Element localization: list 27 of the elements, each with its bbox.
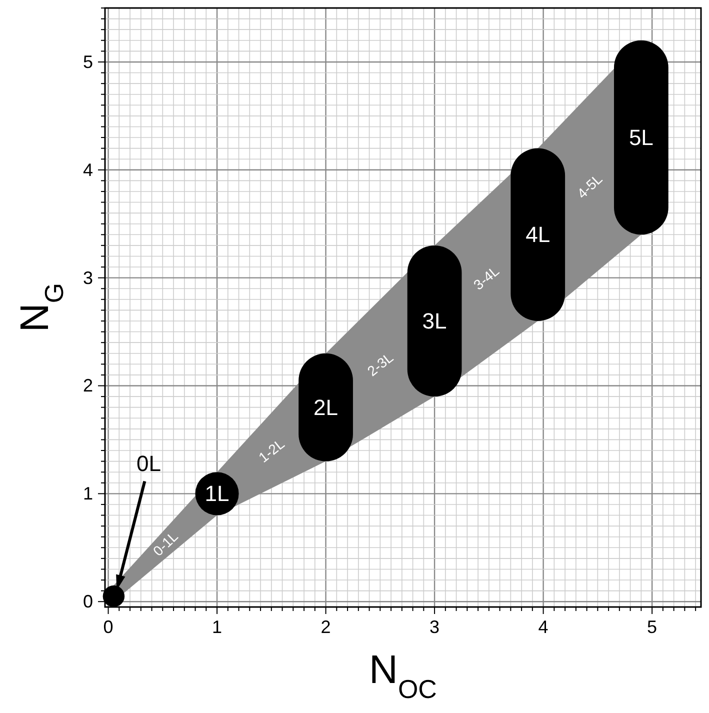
y-tick-label: 0 (82, 592, 93, 612)
x-tick-label: 4 (538, 617, 548, 637)
x-tick-label: 2 (320, 617, 331, 637)
x-tick-label: 0 (103, 617, 114, 637)
bar (510, 148, 566, 321)
data-label: 5L (628, 125, 654, 150)
x-tick-label: 1 (212, 617, 222, 637)
annotation: 1-2L (255, 435, 288, 466)
data-label: 3L (422, 308, 447, 334)
annotation: 3-4L (470, 262, 502, 293)
annotation: 4-5L (574, 170, 606, 202)
y-tick-label: 2 (82, 376, 93, 396)
y-tick-label: 4 (82, 160, 93, 180)
x-tick-label: 3 (430, 617, 440, 637)
annotation: 2-3L (364, 349, 396, 380)
annotation: 0-1L (150, 528, 182, 560)
y-tick-label: 5 (82, 52, 93, 72)
data-label: 0L (136, 451, 161, 476)
data-label: 4L (526, 222, 550, 248)
y-tick-label: 1 (82, 484, 93, 504)
bar (614, 40, 668, 235)
data-label: 1L (204, 481, 230, 506)
data-label: 2L (314, 394, 338, 420)
bar (407, 245, 462, 397)
y-tick-label: 3 (82, 268, 93, 288)
x-tick-label: 5 (647, 617, 658, 637)
x-axis-title: N$_{OC}$ (369, 648, 437, 704)
